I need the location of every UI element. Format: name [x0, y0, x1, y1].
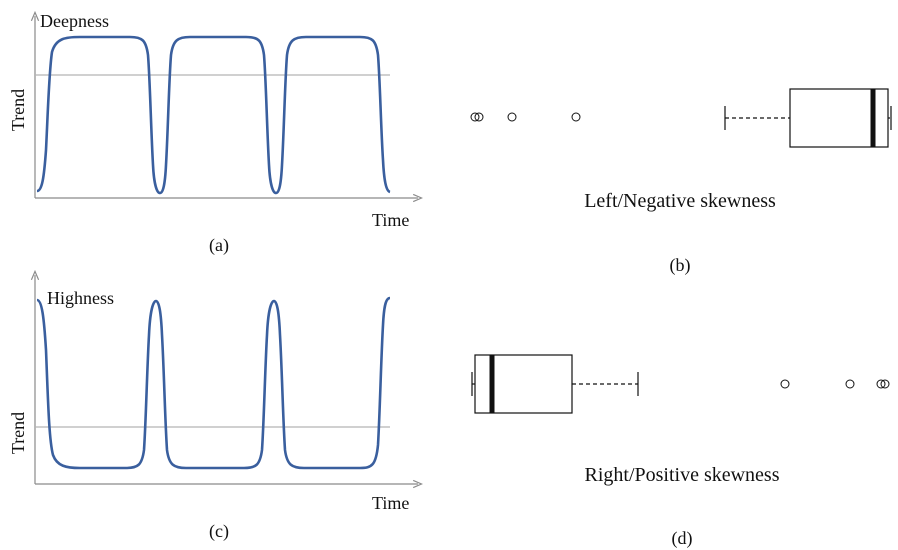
panel-d-outlier [880, 379, 890, 389]
panel-b-outlier [474, 112, 484, 122]
panel-c-y-label: Trend [8, 412, 28, 454]
panel-d-outlier [876, 379, 886, 389]
panel-c-caption: (c) [209, 521, 229, 542]
panel-d-outlier [780, 379, 790, 389]
panel-a-title: Deepness [40, 11, 109, 31]
panel-c: Highness Trend Time (c) [8, 275, 418, 542]
panel-b-outlier [470, 112, 480, 122]
panel-d-outlier [845, 379, 855, 389]
panel-b: Left/Negative skewness (b) [470, 88, 892, 276]
panel-a-caption: (a) [209, 235, 229, 256]
panel-b-outlier [507, 112, 517, 122]
panel-b-caption: (b) [670, 255, 691, 276]
panel-d: Right/Positive skewness (d) [471, 354, 890, 549]
panel-c-title: Highness [47, 288, 114, 308]
panel-b-outlier [571, 112, 581, 122]
panel-a-trend-curve [36, 35, 391, 195]
panel-a: Deepness Trend Time (a) [8, 11, 418, 256]
panel-a-x-label: Time [372, 210, 409, 230]
panel-b-title: Left/Negative skewness [584, 190, 776, 212]
panel-d-caption: (d) [672, 528, 693, 549]
panel-a-y-label: Trend [8, 89, 28, 131]
panel-c-trend-curve [36, 296, 391, 470]
panel-c-x-label: Time [372, 493, 409, 513]
panel-d-title: Right/Positive skewness [584, 464, 779, 486]
